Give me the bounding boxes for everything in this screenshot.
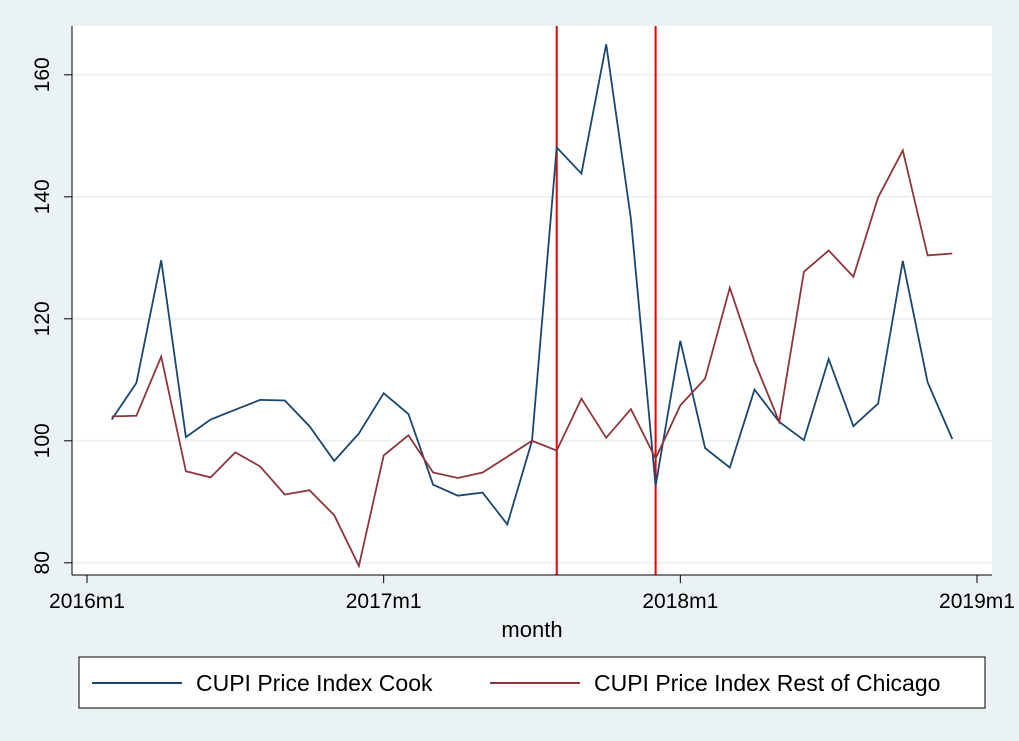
plot-area [72,26,992,575]
legend: CUPI Price Index Cook CUPI Price Index R… [78,656,986,709]
series-lines [110,44,954,569]
legend-label-rest-of-chicago: CUPI Price Index Rest of Chicago [594,670,940,696]
y-tick-label-80: 80 [31,551,54,574]
x-tick-label-2019m1: 2019m1 [939,590,1015,613]
series-line-rest-of-chicago [111,147,953,569]
legend-label-cook: CUPI Price Index Cook [196,670,433,696]
grid-lines [72,73,992,564]
y-tick-label-120: 120 [31,301,54,336]
x-tick-label-2017m1: 2017m1 [346,590,422,613]
x-tick-label-2016m1: 2016m1 [49,590,125,613]
y-tick-label-140: 140 [31,179,54,214]
x-axis: 2016m1 2017m1 2018m1 2019m1 [49,575,1015,613]
x-tick-label-2018m1: 2018m1 [642,590,718,613]
y-axis: 80 100 120 140 160 [31,57,72,574]
x-axis-title: month [501,617,562,642]
y-tick-label-100: 100 [31,423,54,458]
y-tick-label-160: 160 [31,57,54,92]
